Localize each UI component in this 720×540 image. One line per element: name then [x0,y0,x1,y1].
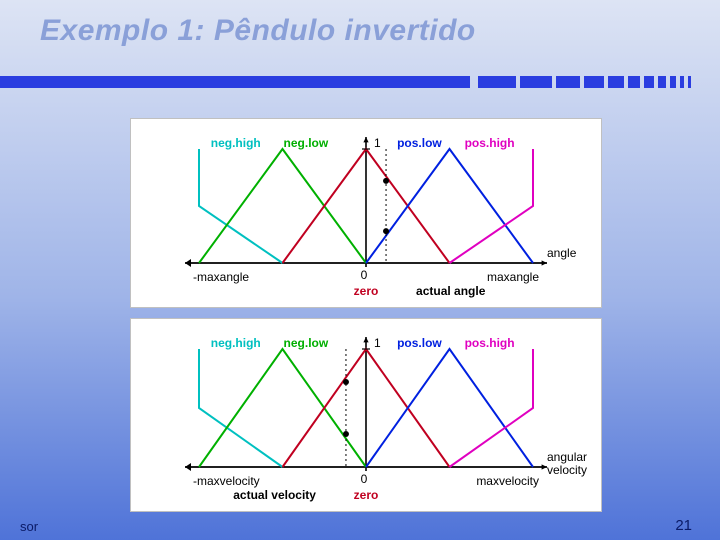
accent-bar-segment [688,76,691,88]
slide-title: Exemplo 1: Pêndulo invertido [40,14,476,48]
svg-text:-maxvelocity: -maxvelocity [193,474,260,488]
membership-chart-velocity: 1 0 zero neg.high neg.low pos.low pos.high -max… [130,318,602,512]
accent-bar-segment [670,76,676,88]
accent-bar-solid [0,76,470,88]
accent-bar-segment [680,76,684,88]
svg-text:maxangle: maxangle [487,270,539,284]
accent-bar-segment [644,76,654,88]
footer-left: sor [20,519,38,534]
svg-text:actual velocity: actual velocity [233,488,316,502]
svg-text:0: 0 [361,472,368,486]
accent-bar-segment [520,76,552,88]
svg-text:pos.high: pos.high [465,136,515,150]
page-number: 21 [675,517,692,534]
svg-text:neg.high: neg.high [211,136,261,150]
svg-text:angle: angle [547,246,577,260]
svg-text:angularvelocity: angularvelocity [547,450,587,477]
svg-text:zero: zero [354,284,379,298]
svg-text:1: 1 [374,336,381,350]
svg-text:zero: zero [354,488,379,502]
svg-text:actual angle: actual angle [416,284,486,298]
accent-bar-segment [608,76,624,88]
accent-bar-segment [584,76,604,88]
accent-bar [0,72,720,92]
svg-text:0: 0 [361,268,368,282]
svg-text:pos.high: pos.high [465,336,515,350]
svg-text:pos.low: pos.low [397,336,442,350]
svg-text:neg.low: neg.low [284,136,329,150]
svg-text:pos.low: pos.low [397,136,442,150]
membership-chart-angle: 1 0 zero neg.high neg.low pos.low pos.high -max… [130,118,602,308]
svg-text:neg.low: neg.low [284,336,329,350]
accent-bar-segment [556,76,580,88]
svg-text:neg.high: neg.high [211,336,261,350]
accent-bar-segment [628,76,640,88]
svg-text:1: 1 [374,136,381,150]
slide: Exemplo 1: Pêndulo invertido 1 0 zero neg.h… [0,0,720,540]
accent-bar-segment [478,76,516,88]
svg-text:-maxangle: -maxangle [193,270,249,284]
accent-bar-segment [658,76,666,88]
svg-text:maxvelocity: maxvelocity [476,474,539,488]
